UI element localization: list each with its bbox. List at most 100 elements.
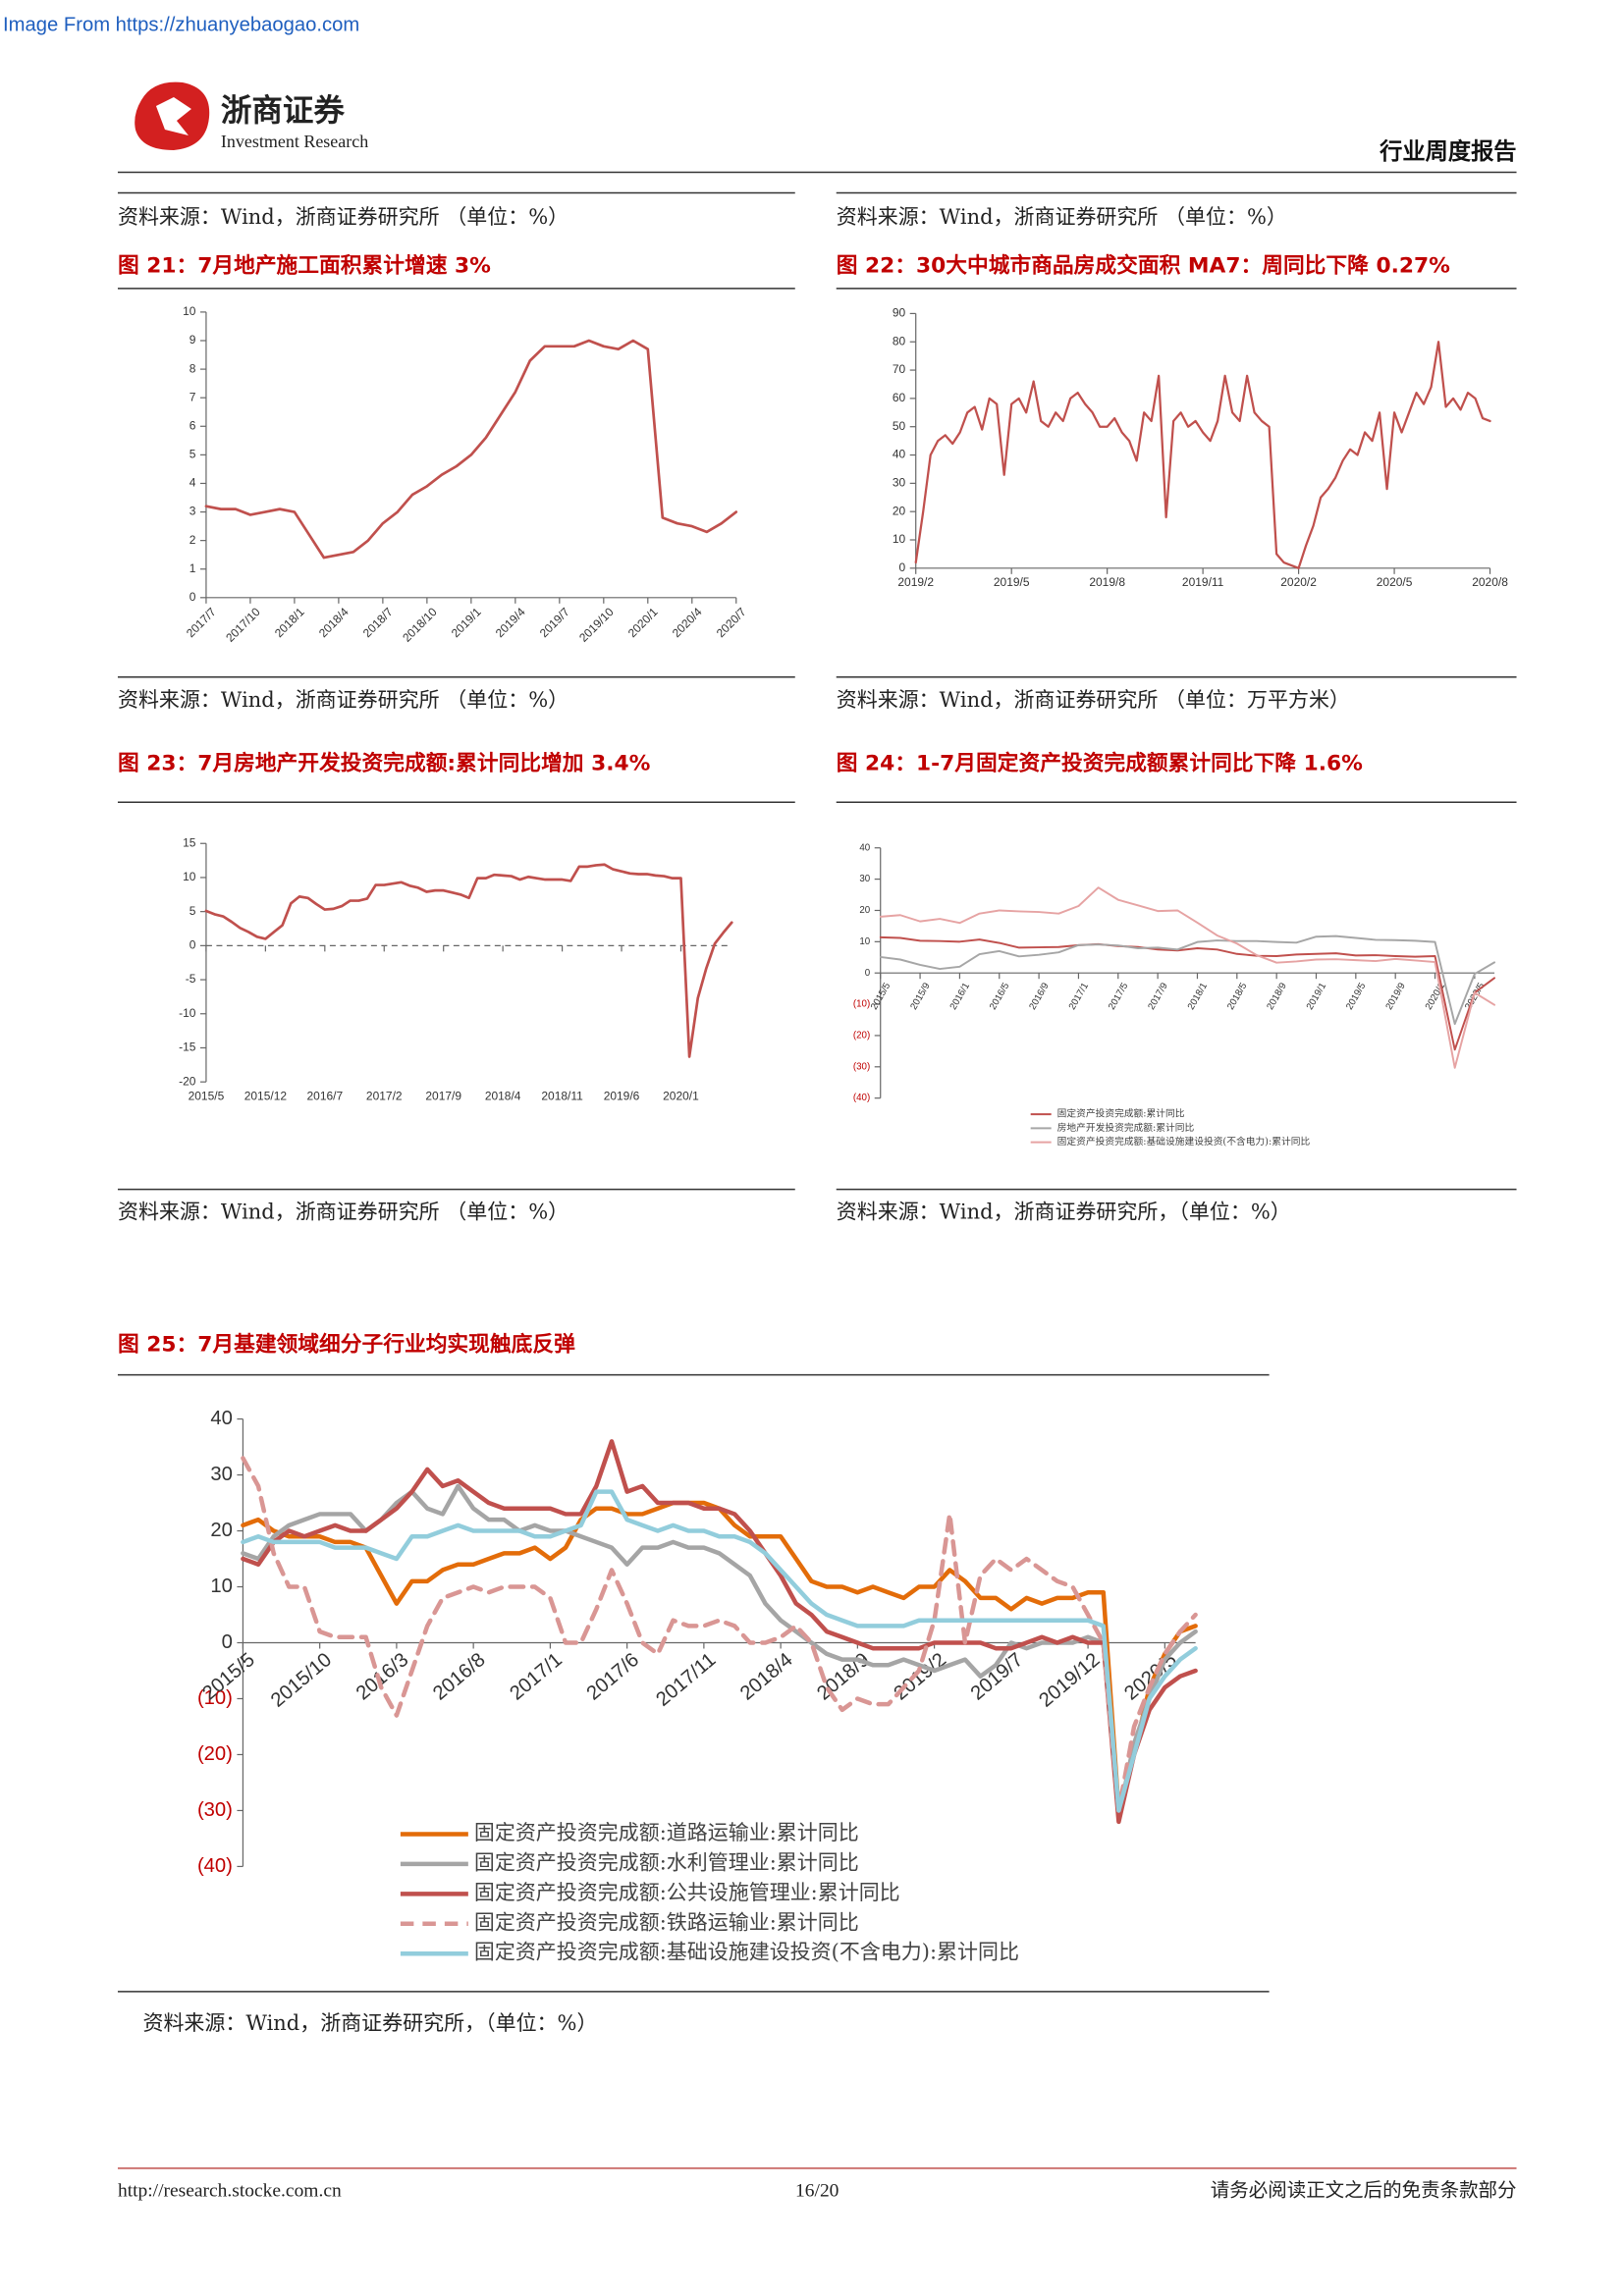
y-tick-label: (40) bbox=[197, 1855, 233, 1877]
series-line bbox=[204, 863, 733, 1058]
y-tick-label: (40) bbox=[853, 1093, 870, 1103]
y-tick-label: -5 bbox=[186, 972, 196, 986]
y-tick-label: 10 bbox=[210, 1575, 233, 1597]
legend-label: 固定资产投资完成额:铁路运输业:累计同比 bbox=[474, 1910, 859, 1934]
x-tick-label: 2018/11 bbox=[541, 1089, 583, 1102]
legend-label: 固定资产投资完成额:道路运输业:累计同比 bbox=[474, 1821, 859, 1844]
figure-title: 图 23：7月房地产开发投资完成额:累计同比增加 3.4% bbox=[118, 750, 651, 775]
legend-label: 固定资产投资完成额:水利管理业:累计同比 bbox=[474, 1850, 859, 1874]
series-line bbox=[241, 1439, 1198, 1825]
y-tick-label: 20 bbox=[859, 905, 870, 916]
y-tick-label: 20 bbox=[210, 1520, 233, 1541]
x-tick-label: 2019/11 bbox=[1182, 575, 1224, 589]
figure-title: 图 25：7月基建领域细分子行业均实现触底反弹 bbox=[118, 1332, 575, 1358]
series-line bbox=[241, 1483, 1198, 1819]
x-tick-label: 2017/9 bbox=[425, 1089, 461, 1102]
y-tick-label: 5 bbox=[189, 904, 196, 918]
y-tick-label: 0 bbox=[222, 1631, 233, 1653]
y-tick-label: 20 bbox=[893, 504, 906, 517]
source: 资料来源：Wind，浙商证券研究所，（单位：%） bbox=[837, 1201, 1291, 1224]
y-tick-label: 50 bbox=[893, 419, 906, 433]
y-tick-label: 8 bbox=[189, 361, 196, 375]
y-tick-label: 4 bbox=[189, 476, 196, 490]
series-line bbox=[879, 934, 1496, 1026]
y-tick-label: -10 bbox=[179, 1006, 196, 1020]
y-tick-label: (30) bbox=[197, 1799, 233, 1821]
source: 资料来源：Wind，浙商证券研究所 （单位：%） bbox=[118, 205, 568, 229]
y-tick-label: 7 bbox=[189, 390, 196, 403]
y-tick-label: 10 bbox=[183, 870, 196, 883]
x-tick-label: 2019/2 bbox=[897, 575, 934, 589]
series-line bbox=[879, 935, 1496, 1051]
x-tick-label: 2019/5 bbox=[994, 575, 1030, 589]
y-tick-label: 30 bbox=[893, 476, 906, 490]
figure-title: 图 24：1-7月固定资产投资完成额累计同比下降 1.6% bbox=[837, 750, 1363, 775]
y-tick-label: 10 bbox=[893, 532, 906, 546]
legend-label: 固定资产投资完成额:累计同比 bbox=[1057, 1107, 1185, 1120]
series-line bbox=[204, 339, 738, 560]
y-tick-label: -20 bbox=[179, 1074, 196, 1088]
figure-title: 图 22：30大中城市商品房成交面积 MA7：周同比下降 0.27% bbox=[837, 252, 1450, 278]
y-tick-label: 3 bbox=[189, 505, 196, 518]
y-tick-label: (10) bbox=[853, 999, 870, 1010]
source: 资料来源：Wind，浙商证券研究所 （单位：%） bbox=[837, 205, 1287, 229]
company-name: 浙商证券 bbox=[221, 92, 345, 128]
figure-title: 图 21：7月地产施工面积累计增速 3% bbox=[118, 252, 491, 278]
y-tick-label: 40 bbox=[210, 1408, 233, 1429]
legend-label: 固定资产投资完成额:基础设施建设投资(不含电力):累计同比 bbox=[1057, 1135, 1311, 1148]
x-tick-label: 2019/6 bbox=[604, 1089, 640, 1102]
legend-label: 房地产开发投资完成额:累计同比 bbox=[1057, 1121, 1195, 1134]
footer-url: http://research.stocke.com.cn bbox=[118, 2180, 342, 2201]
x-tick-label: 2018/4 bbox=[485, 1089, 521, 1102]
x-tick-label: 2016/7 bbox=[306, 1089, 343, 1102]
y-tick-label: 70 bbox=[893, 362, 906, 376]
y-tick-label: 10 bbox=[183, 304, 196, 318]
logo-glyph bbox=[155, 96, 191, 135]
page-number: 16/20 bbox=[795, 2180, 839, 2201]
y-tick-label: 30 bbox=[210, 1464, 233, 1485]
y-tick-label: 30 bbox=[859, 874, 870, 884]
y-tick-label: 2 bbox=[189, 533, 196, 547]
series-line bbox=[241, 1489, 1198, 1813]
y-tick-label: (20) bbox=[853, 1031, 870, 1041]
source: 资料来源：Wind，浙商证券研究所，（单位：%） bbox=[142, 2011, 597, 2035]
y-tick-label: 5 bbox=[189, 448, 196, 461]
y-tick-label: 40 bbox=[893, 448, 906, 461]
y-tick-label: 60 bbox=[893, 391, 906, 404]
y-tick-label: 0 bbox=[189, 590, 196, 604]
source: 资料来源：Wind，浙商证券研究所 （单位：%） bbox=[118, 1201, 568, 1224]
series-line bbox=[241, 1456, 1198, 1813]
x-tick-label: 2020/8 bbox=[1472, 575, 1508, 589]
y-tick-label: 10 bbox=[859, 936, 870, 947]
y-tick-label: (20) bbox=[197, 1743, 233, 1765]
y-tick-label: 40 bbox=[859, 842, 870, 853]
legend-label: 固定资产投资完成额:基础设施建设投资(不含电力):累计同比 bbox=[474, 1941, 1019, 1964]
x-tick-label: 2015/12 bbox=[244, 1089, 288, 1102]
watermark: Image From https://zhuanyebaogao.com bbox=[3, 14, 359, 35]
series-line bbox=[914, 341, 1491, 569]
y-tick-label: (10) bbox=[197, 1687, 233, 1709]
source: 资料来源：Wind，浙商证券研究所 （单位：%） bbox=[118, 688, 568, 712]
y-tick-label: 6 bbox=[189, 418, 196, 432]
x-tick-label: 2019/8 bbox=[1089, 575, 1125, 589]
y-tick-label: 80 bbox=[893, 334, 906, 347]
series-line bbox=[879, 886, 1496, 1069]
legend-label: 固定资产投资完成额:公共设施管理业:累计同比 bbox=[474, 1881, 900, 1904]
y-tick-label: 0 bbox=[189, 938, 196, 952]
y-tick-label: 15 bbox=[183, 835, 196, 849]
x-tick-label: 2020/2 bbox=[1280, 575, 1317, 589]
y-tick-label: 0 bbox=[899, 561, 906, 574]
y-tick-label: 90 bbox=[893, 306, 906, 320]
x-tick-label: 2020/5 bbox=[1377, 575, 1413, 589]
company-en: Investment Research bbox=[221, 132, 368, 151]
y-tick-label: 0 bbox=[865, 968, 871, 979]
source: 资料来源：Wind，浙商证券研究所 （单位：万平方米） bbox=[837, 688, 1350, 712]
y-tick-label: 1 bbox=[189, 561, 196, 575]
logo: 浙商证券 Investment Research bbox=[135, 81, 368, 151]
report-type: 行业周度报告 bbox=[1379, 138, 1516, 164]
y-tick-label: -15 bbox=[179, 1041, 196, 1054]
x-tick-label: 2020/1 bbox=[663, 1089, 699, 1102]
disclaimer: 请务必阅读正文之后的免责条款部分 bbox=[1211, 2179, 1517, 2201]
y-tick-label: 9 bbox=[189, 333, 196, 347]
